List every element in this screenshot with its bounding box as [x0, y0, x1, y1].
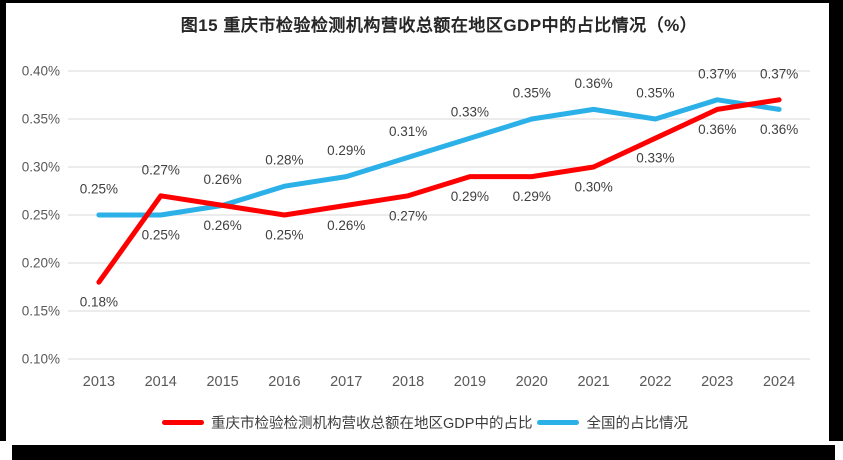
legend-item-chongqing: 重庆市检验检测机构营收总额在地区GDP中的占比	[162, 412, 532, 433]
bottom-black-bar	[12, 445, 835, 460]
chart-legend: 重庆市检验检测机构营收总额在地区GDP中的占比 全国的占比情况	[40, 411, 810, 433]
svg-text:0.25%: 0.25%	[142, 228, 180, 243]
svg-text:0.25%: 0.25%	[265, 228, 303, 243]
svg-text:0.25%: 0.25%	[22, 208, 60, 223]
svg-text:2020: 2020	[516, 374, 548, 390]
svg-text:0.33%: 0.33%	[451, 105, 489, 120]
svg-text:0.36%: 0.36%	[698, 122, 736, 137]
svg-text:2018: 2018	[392, 374, 424, 390]
svg-text:0.35%: 0.35%	[636, 86, 674, 101]
legend-label-national: 全国的占比情况	[586, 415, 688, 432]
svg-text:0.18%: 0.18%	[80, 295, 118, 310]
svg-text:2017: 2017	[330, 374, 362, 390]
svg-text:0.31%: 0.31%	[389, 124, 427, 139]
svg-text:0.30%: 0.30%	[574, 180, 612, 195]
svg-text:0.33%: 0.33%	[636, 151, 674, 166]
line-chart-plot: 0.10% 0.15% 0.20% 0.25% 0.30% 0.35% 0.40% 2013 2…	[22, 64, 810, 390]
frame-border-right	[829, 0, 843, 441]
svg-text:0.29%: 0.29%	[513, 189, 551, 204]
svg-text:0.40%: 0.40%	[22, 64, 60, 79]
svg-text:0.15%: 0.15%	[22, 304, 60, 319]
svg-text:0.29%: 0.29%	[451, 189, 489, 204]
svg-text:0.27%: 0.27%	[389, 208, 427, 223]
svg-text:0.20%: 0.20%	[22, 256, 60, 271]
svg-text:2022: 2022	[639, 374, 671, 390]
svg-text:0.30%: 0.30%	[22, 160, 60, 175]
svg-text:0.37%: 0.37%	[698, 66, 736, 81]
chart-title: 图15 重庆市检验检测机构营收总额在地区GDP中的占比情况（%）	[180, 16, 698, 35]
svg-text:0.27%: 0.27%	[142, 162, 180, 177]
svg-text:2023: 2023	[701, 374, 733, 390]
svg-text:0.35%: 0.35%	[22, 112, 60, 127]
svg-text:0.25%: 0.25%	[80, 182, 118, 197]
svg-text:2024: 2024	[763, 374, 795, 390]
svg-text:0.36%: 0.36%	[760, 122, 798, 137]
svg-text:2021: 2021	[577, 374, 609, 390]
svg-text:2014: 2014	[145, 374, 177, 390]
svg-text:0.26%: 0.26%	[203, 172, 241, 187]
svg-text:0.10%: 0.10%	[22, 352, 60, 367]
legend-label-chongqing: 重庆市检验检测机构营收总额在地区GDP中的占比	[211, 415, 533, 432]
legend-swatch-chongqing-line	[162, 419, 205, 425]
frame-border-top	[0, 0, 843, 3]
svg-text:0.28%: 0.28%	[265, 153, 303, 168]
legend-swatch-national-line	[537, 419, 580, 425]
svg-text:2015: 2015	[206, 374, 238, 390]
legend-item-national: 全国的占比情况	[537, 412, 688, 433]
svg-text:0.36%: 0.36%	[574, 76, 612, 91]
svg-text:0.37%: 0.37%	[760, 66, 798, 81]
svg-text:0.26%: 0.26%	[327, 218, 365, 233]
svg-text:2013: 2013	[83, 374, 115, 390]
svg-text:0.26%: 0.26%	[203, 218, 241, 233]
svg-text:2019: 2019	[454, 374, 486, 390]
svg-text:2016: 2016	[268, 374, 300, 390]
frame-border-left	[0, 0, 6, 441]
svg-text:0.35%: 0.35%	[513, 86, 551, 101]
svg-text:0.29%: 0.29%	[327, 143, 365, 158]
